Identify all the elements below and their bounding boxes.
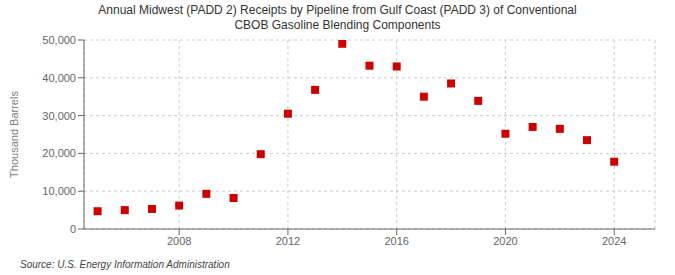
svg-text:0: 0 <box>70 223 76 235</box>
svg-text:40,000: 40,000 <box>42 72 76 84</box>
html-text:CBOB Gasoline Blending Compone: CBOB Gasoline Blending Components <box>234 18 441 32</box>
svg-text:10,000: 10,000 <box>42 185 76 197</box>
svg-text:30,000: 30,000 <box>42 110 76 122</box>
svg-text:2012: 2012 <box>276 235 300 247</box>
html-text:Source: U.S. Energy Informatio: Source: U.S. Energy Information Administ… <box>20 259 230 270</box>
svg-text:Thousand Barrels: Thousand Barrels <box>8 91 20 178</box>
html-text:Annual Midwest (PADD 2) Receip: Annual Midwest (PADD 2) Receipts by Pipe… <box>98 3 577 17</box>
svg-text:2008: 2008 <box>167 235 191 247</box>
svg-text:50,000: 50,000 <box>42 34 76 46</box>
svg-text:2020: 2020 <box>493 235 517 247</box>
svg-text:2016: 2016 <box>384 235 408 247</box>
svg-text:20,000: 20,000 <box>42 147 76 159</box>
svg-text:2024: 2024 <box>602 235 626 247</box>
